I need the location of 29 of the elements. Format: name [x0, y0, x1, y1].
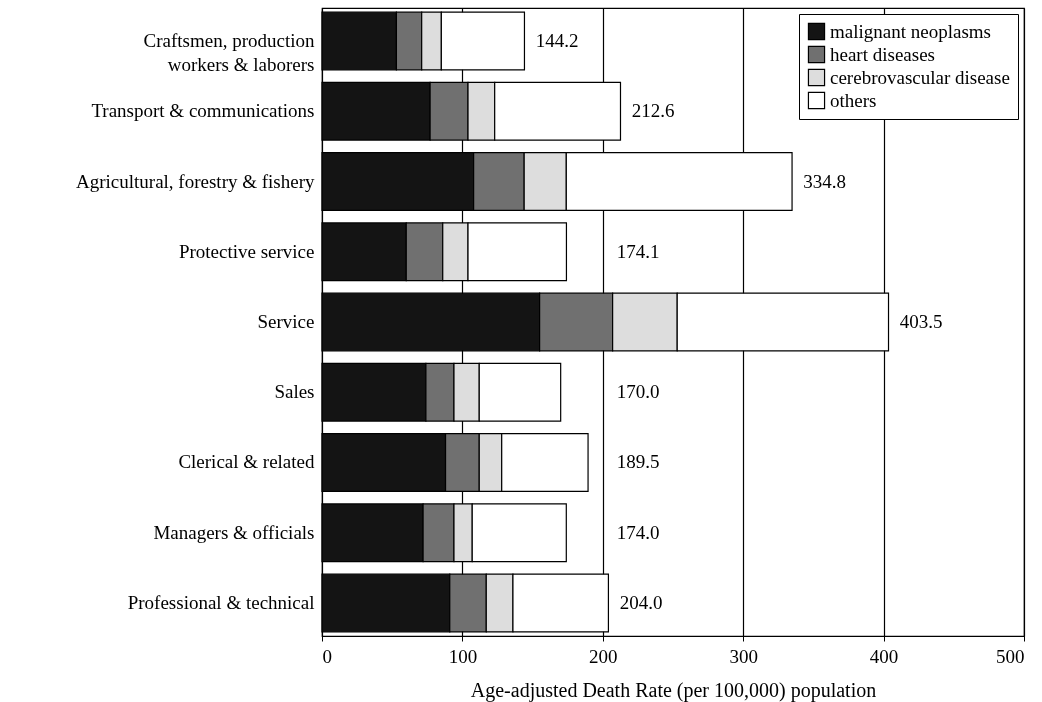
legend-label: malignant neoplasms [830, 20, 991, 42]
legend-label: heart diseases [830, 43, 935, 65]
legend-label: cerebrovascular disease [830, 66, 1010, 88]
y-tick-label: Managers & officials [153, 521, 315, 543]
total-label: 174.0 [616, 521, 660, 543]
x-tick-label: 500 [996, 645, 1025, 667]
y-tick-label: Agricultural, forestry & fishery [76, 170, 315, 192]
total-label: 174.1 [616, 240, 660, 262]
total-label: 403.5 [899, 311, 943, 332]
x-axis-title: Age-adjusted Death Rate (per 100,000) population [470, 678, 877, 702]
total-label: 170.0 [616, 381, 660, 403]
total-label: 144.2 [535, 30, 579, 52]
y-tick-label: Protective service [178, 240, 315, 262]
total-label: 189.5 [616, 451, 660, 473]
legend-label: others [830, 89, 877, 111]
total-label: 204.0 [619, 591, 663, 613]
total-label: 334.8 [803, 170, 847, 192]
x-tick-label: 0 [322, 645, 332, 667]
y-tick-label: Service [257, 311, 315, 332]
y-tick-label: Transport & communications [91, 100, 315, 122]
y-tick-label: Professional & technical [127, 591, 315, 613]
x-tick-label: 300 [729, 645, 758, 667]
x-tick-label: 100 [448, 645, 478, 667]
x-tick-label: 400 [869, 645, 899, 667]
y-tick-label: Sales [274, 381, 315, 403]
y-tick-label: Craftsmen, production workers & laborers [143, 30, 315, 76]
total-label: 212.6 [631, 100, 675, 122]
y-tick-label: Clerical & related [178, 451, 315, 473]
x-tick-label: 200 [589, 645, 618, 667]
